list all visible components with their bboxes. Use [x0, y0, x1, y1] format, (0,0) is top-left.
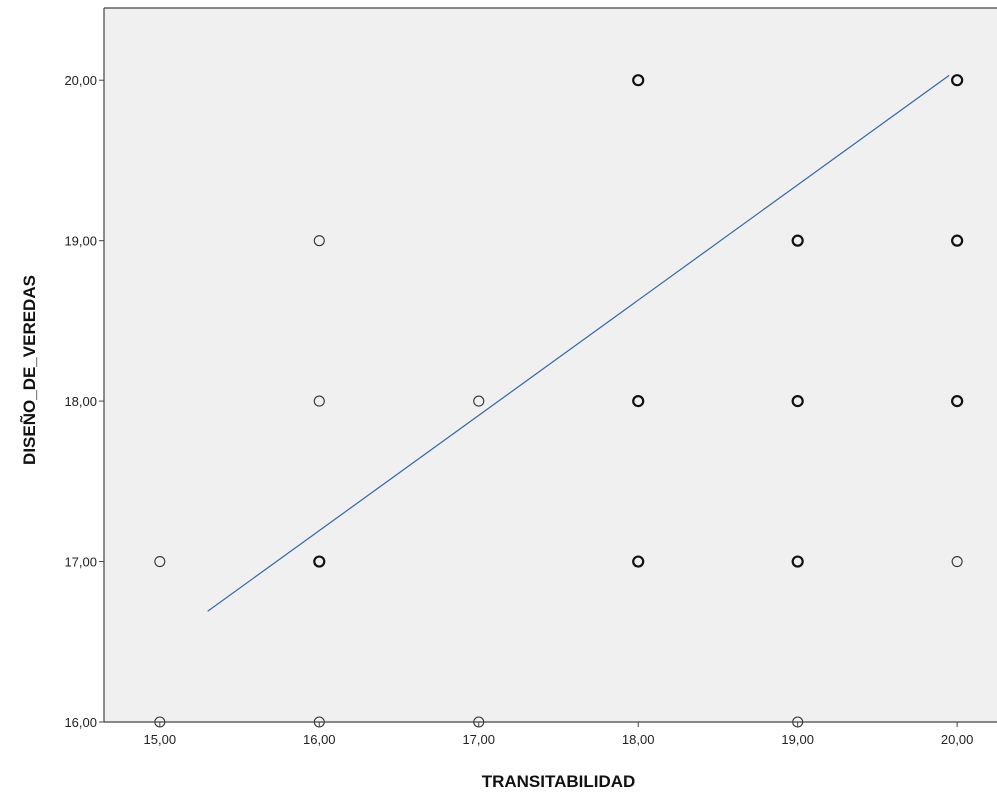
data-point [313, 235, 325, 247]
x-tick-label: 17,00 [462, 732, 495, 747]
plot-area [104, 8, 997, 722]
data-point [473, 395, 485, 407]
x-tick-label: 15,00 [144, 732, 177, 747]
data-point [154, 556, 166, 568]
data-point [632, 395, 645, 408]
data-point [632, 74, 645, 87]
x-tick-label: 16,00 [303, 732, 336, 747]
x-tick-label: 20,00 [941, 732, 974, 747]
y-axis-title: DISEÑO_DE_VEREDAS [19, 275, 39, 465]
data-point [951, 74, 964, 87]
data-point [951, 395, 964, 408]
y-tick-label: 17,00 [64, 555, 97, 570]
data-point [791, 395, 804, 408]
x-tick-label: 19,00 [781, 732, 814, 747]
data-point [951, 234, 964, 247]
fit-line [207, 74, 950, 612]
y-tick-label: 16,00 [64, 715, 97, 730]
y-tick-label: 20,00 [64, 73, 97, 88]
data-layer [154, 74, 964, 728]
axes-layer: 16,00 17,00 18,00 19,00 20,00 15,00 16,00 17,00… [64, 7, 997, 747]
y-tick-label: 19,00 [64, 234, 97, 249]
data-point [313, 555, 326, 568]
x-tick-label: 18,00 [622, 732, 655, 747]
y-tick-label: 18,00 [64, 394, 97, 409]
data-point [632, 555, 645, 568]
x-axis-title: TRANSITABILIDAD [482, 772, 636, 791]
data-point [313, 395, 325, 407]
data-point [791, 555, 804, 568]
data-point [951, 556, 963, 568]
data-point [791, 234, 804, 247]
